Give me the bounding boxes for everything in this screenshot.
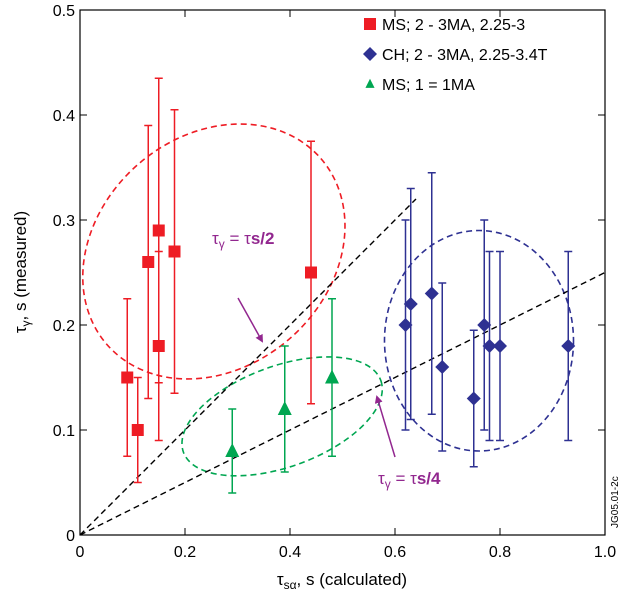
x-tick-label: 0.6	[384, 544, 406, 561]
y-tick-label: 0	[66, 528, 75, 545]
axes: 0 0.2 0.4 0.6 0.8 1.0 0 0.1 0.2 0.3 0.4 0.5	[53, 3, 616, 561]
x-axis-title: τsα, s (calculated)	[277, 570, 407, 592]
group-ellipse	[81, 123, 346, 380]
y-tick-label: 0.1	[53, 423, 75, 440]
data-point	[152, 340, 165, 352]
data-point	[121, 371, 134, 384]
legend-marker	[365, 78, 375, 88]
reference-line	[80, 271, 605, 535]
y-tick-label: 0.5	[53, 3, 75, 20]
data-point	[477, 318, 492, 332]
data-point	[435, 360, 450, 374]
legend-label: MS; 2 - 3MA, 2.25-3	[382, 17, 525, 34]
data-point	[131, 424, 144, 436]
legend: MS; 2 - 3MA, 2.25-3 CH; 2 - 3MA, 2.25-3.4…	[363, 17, 548, 94]
data-point	[225, 443, 240, 457]
data-point	[305, 266, 317, 279]
data-point	[482, 339, 497, 353]
data-point	[152, 224, 165, 237]
x-tick-label: 1.0	[594, 544, 616, 561]
y-tick-label: 0.4	[53, 108, 75, 125]
y-axis-title: τγ, s (measured)	[11, 211, 33, 333]
y-tick-label: 0.2	[53, 318, 75, 335]
x-tick-label: 0.8	[489, 544, 511, 561]
data-point	[493, 339, 507, 353]
x-tick-label: 0	[76, 544, 85, 561]
data-point	[142, 256, 155, 268]
group-ellipse	[181, 356, 384, 477]
annotation-arrow	[374, 395, 396, 458]
plot-content	[80, 77, 605, 535]
data-point	[403, 297, 418, 311]
data-point	[466, 391, 481, 406]
group-ellipse	[383, 229, 575, 452]
plot-frame	[79, 9, 606, 536]
annotation-arrow	[237, 297, 263, 343]
figure-id: JG05.01-2c	[610, 476, 621, 528]
legend-marker	[364, 18, 376, 30]
y-tick-label: 0.3	[53, 213, 75, 230]
data-point	[398, 318, 413, 332]
data-point	[168, 245, 181, 258]
reference-line-label: τγ = τs/2	[212, 229, 274, 251]
legend-label: MS; 1 = 1MA	[382, 77, 475, 94]
reference-line	[80, 198, 417, 535]
data-point	[561, 339, 576, 353]
annotations: τγ = τs/2 τγ = τs/4	[212, 229, 441, 491]
x-tick-label: 0.2	[174, 544, 196, 561]
data-point	[325, 369, 339, 384]
data-point	[424, 286, 439, 301]
x-tick-label: 0.4	[279, 544, 301, 561]
reference-line-label: τγ = τs/4	[378, 469, 441, 491]
legend-marker	[363, 47, 377, 61]
data-point	[277, 401, 292, 415]
legend-label: CH; 2 - 3MA, 2.25-3.4T	[382, 47, 548, 64]
